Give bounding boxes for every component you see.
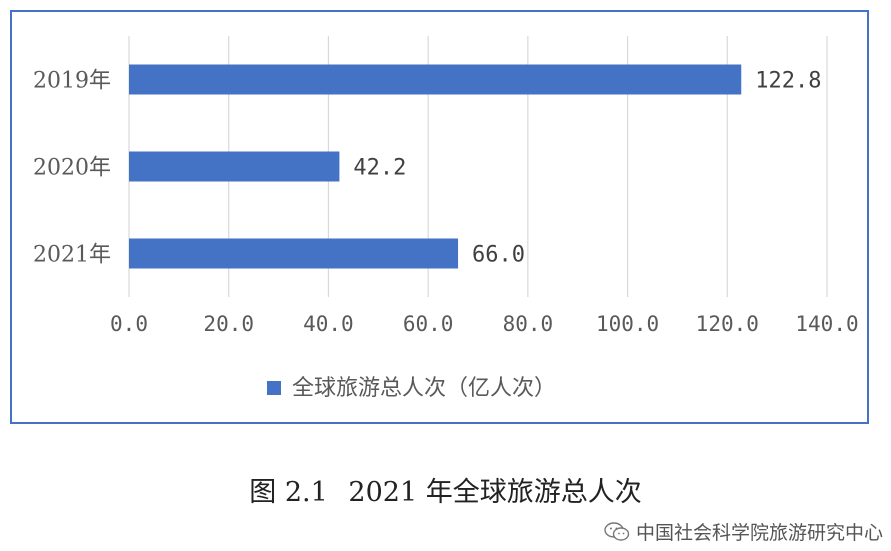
y-category-label: 2020年 <box>33 156 111 181</box>
y-category-label: 2019年 <box>33 69 111 94</box>
figure-number: 图 2.1 <box>249 477 328 508</box>
x-tick-label: 60.0 <box>403 312 454 336</box>
legend-label: 全球旅游总人次（亿人次） <box>292 376 556 401</box>
x-tick-label: 100.0 <box>596 312 659 336</box>
x-tick-label: 120.0 <box>696 312 759 336</box>
data-label: 122.8 <box>755 69 821 94</box>
x-tick-label: 80.0 <box>503 312 554 336</box>
wechat-icon <box>604 521 630 541</box>
x-tick-label: 0.0 <box>110 312 148 336</box>
x-tick-label: 40.0 <box>303 312 354 336</box>
figure-caption: 图 2.1 2021 年全球旅游总人次 <box>0 470 891 509</box>
figure-title: 2021 年全球旅游总人次 <box>348 477 642 508</box>
y-category-label: 2021年 <box>33 243 111 268</box>
x-tick-label: 140.0 <box>795 312 858 336</box>
watermark: 中国社会科学院旅游研究中心 <box>604 518 883 545</box>
watermark-text: 中国社会科学院旅游研究中心 <box>635 522 883 544</box>
bar-chart: 0.0 20.0 40.0 60.0 80.0 100.0 120.0 140.0 2019年 1… <box>33 36 859 401</box>
bar <box>129 64 742 95</box>
x-tick-label: 20.0 <box>203 312 254 336</box>
chart-frame: 0.0 20.0 40.0 60.0 80.0 100.0 120.0 140.0 2019年 1… <box>10 10 869 424</box>
data-label: 66.0 <box>472 243 525 268</box>
legend-swatch <box>267 381 281 395</box>
bar <box>129 238 459 269</box>
data-label: 42.2 <box>353 156 406 181</box>
bar <box>129 151 340 182</box>
